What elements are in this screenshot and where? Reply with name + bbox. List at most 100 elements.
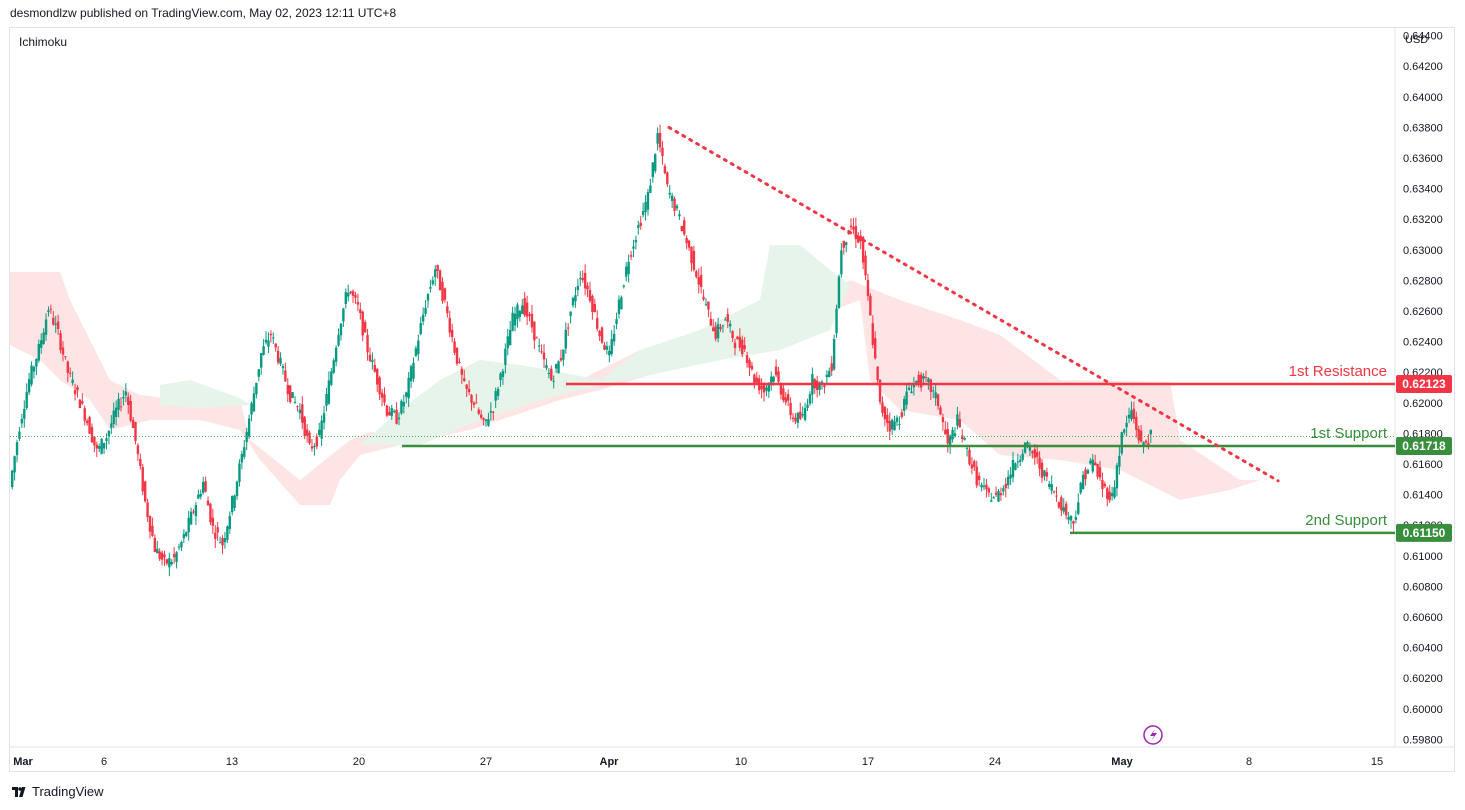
candle-body [973,461,976,467]
candle-body [1098,467,1102,478]
candle-body [1142,442,1145,447]
candle-body [939,407,942,415]
candle-body [743,345,746,350]
candle-body [777,371,780,382]
candle-body [15,442,19,456]
candle-body [786,394,790,401]
candle-body [339,323,343,336]
footer-brand[interactable]: TradingView [12,784,104,799]
candle-body [453,341,456,353]
candle-body [1002,488,1005,492]
candle-body [185,532,188,536]
candle-body [1110,493,1114,497]
candle-body [1052,491,1056,493]
candle-body [255,382,258,395]
candle-body [124,391,128,396]
candle-body [332,360,335,373]
candle-body [724,319,727,321]
candle-body [412,362,415,379]
candle-body [501,371,505,377]
candle-body [808,394,812,404]
candle-body [687,240,691,248]
y-tick-label: 0.60200 [1403,673,1443,685]
candle-body [1026,442,1029,446]
price-badge-label: 0.61718 [1402,439,1446,453]
candle-body [40,340,43,348]
candle-body [475,402,478,404]
candle-body [35,358,38,367]
candle-body [119,406,123,408]
candle-body [139,459,142,467]
candle-body [122,397,125,399]
candle-body [1043,470,1046,477]
candle-body [680,226,684,232]
candle-body [929,379,933,392]
candle-body [634,239,638,243]
candle-body [23,408,26,419]
candle-body [625,266,628,277]
candle-body [385,405,389,416]
candle-body [182,534,186,539]
candle-body [383,394,386,403]
candle-body [985,484,988,490]
candle-body [878,379,882,403]
y-tick-label: 0.60000 [1403,704,1443,716]
candle-body [1115,465,1119,489]
candle-body [172,554,176,558]
candle-body [100,438,103,454]
candle-body [591,295,594,313]
y-tick-label: 0.59800 [1403,734,1443,746]
candle-body [400,400,403,414]
candle-body [508,330,512,346]
candle-body [915,380,918,383]
candle-body [596,317,599,329]
candle-body [327,380,331,404]
candle-body [76,387,79,391]
candle-body [1060,497,1063,511]
candle-body [252,393,256,412]
candle-body [977,475,981,481]
candle-body [463,378,466,381]
candle-body [201,482,205,493]
candle-body [518,311,522,317]
candle-body [170,562,173,565]
candle-body [1062,507,1065,512]
candle-body [1069,516,1073,521]
candle-body [134,422,137,441]
candle-body [194,505,198,517]
price-levels: 1st Resistance 0.62123 1st Support 0.61718 2… [402,363,1452,542]
candle-body [289,385,292,402]
candle-body [305,429,309,436]
candle-body [941,417,945,423]
y-tick-label: 0.62800 [1403,275,1443,287]
candle-body [20,418,24,424]
candle-body [315,436,318,447]
indicator-label[interactable]: Ichimoku [19,35,68,49]
candle-body [784,397,787,403]
candle-body [344,292,348,305]
candle-body [994,492,998,495]
candle-body [180,541,183,548]
y-tick-label: 0.61600 [1403,459,1443,471]
candle-body [598,331,601,337]
candle-body [1113,487,1116,498]
y-tick-label: 0.61400 [1403,490,1443,502]
candle-body [600,327,604,343]
candle-body [646,192,650,210]
candle-body [1055,495,1058,497]
candle-body [944,429,947,435]
candle-body [697,277,700,285]
candle-body [392,411,396,413]
y-tick-label: 0.63800 [1403,122,1443,134]
candle-body [661,147,664,156]
price-badge [1396,436,1452,455]
candle-body [840,250,843,275]
candle-body [318,429,321,435]
candle-body [523,298,526,316]
candle-body [975,466,978,486]
candle-body [641,210,645,216]
candle-body [583,272,587,289]
candle-body [574,295,577,302]
candle-body [832,339,836,370]
